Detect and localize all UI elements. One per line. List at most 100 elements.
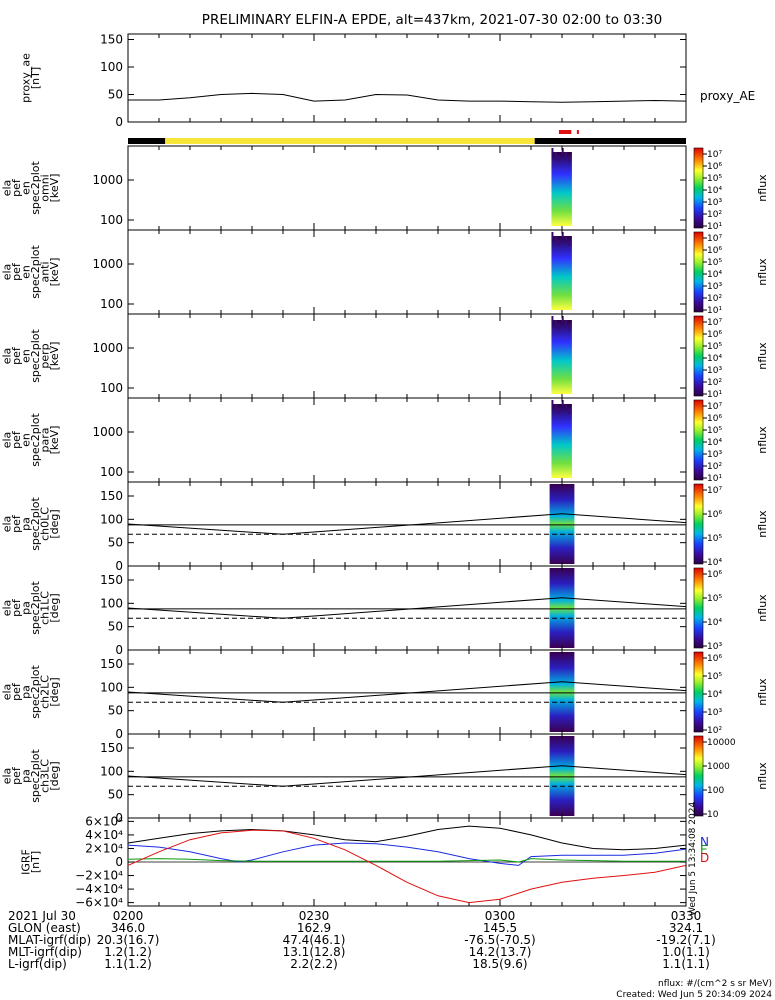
footer-label: GLON (east) <box>8 921 81 935</box>
y-axis-label: pa <box>19 685 32 699</box>
igrf-legend-n: N <box>700 835 709 849</box>
colorbar-tick-label: 10¹ <box>707 222 722 232</box>
colorbar-tick-label: 10⁴ <box>707 558 722 568</box>
footer-label: MLAT-igrf(dip) <box>8 933 91 947</box>
y-tick-label: −2×10⁴ <box>75 869 123 883</box>
pitch-angle-data <box>549 484 575 564</box>
y-axis-label: pef <box>10 682 23 701</box>
colorbar-tick-label: 10³ <box>707 282 722 292</box>
colorbar <box>693 735 704 817</box>
spectrogram-data <box>551 152 572 226</box>
igrf-series-line <box>127 825 687 851</box>
spectrogram-frame <box>127 397 687 483</box>
status-marker <box>576 130 579 134</box>
y-tick-label: 50 <box>108 536 123 550</box>
y-axis-label: pef <box>10 514 23 533</box>
spectrogram-speck <box>551 400 554 406</box>
colorbar <box>693 651 704 733</box>
loss-cone-line <box>127 597 687 619</box>
colorbar <box>693 567 704 649</box>
y-tick-label: 0 <box>115 643 123 657</box>
footer-value: 2.2(2.2) <box>290 957 338 971</box>
y-tick-label: 100 <box>100 381 123 395</box>
y-axis-label: pef <box>10 430 23 449</box>
colorbar-tick-label: 10³ <box>707 366 722 376</box>
spectrogram-speck <box>568 324 571 330</box>
y-tick-label: 150 <box>100 573 123 587</box>
y-axis-label: ela <box>0 768 13 785</box>
y-tick-label: 100 <box>100 297 123 311</box>
y-tick-label: 50 <box>108 88 123 102</box>
colorbar-tick-label: 10⁴ <box>707 618 722 628</box>
y-axis-label: perp <box>38 343 51 368</box>
footer-label: L-igrf(dip) <box>8 957 67 971</box>
colorbar-tick-label: 10⁴ <box>707 186 722 196</box>
colorbar-tick-label: 10⁶ <box>707 414 722 424</box>
spectrogram-speck <box>561 316 564 322</box>
spectrogram-speck <box>558 240 561 246</box>
footer-value: 14.2(13.7) <box>469 945 532 959</box>
colorbar-tick-label: 10⁵ <box>707 174 722 184</box>
y-axis-label: ch1LC <box>38 591 51 625</box>
status-segment <box>165 138 535 144</box>
spectrogram-speck <box>561 400 564 406</box>
y-axis-label: pef <box>10 598 23 617</box>
igrf-series-line <box>127 842 687 866</box>
colorbar-tick-label: 10¹ <box>707 474 722 484</box>
y-tick-label: 6×10⁴ <box>85 814 123 828</box>
colorbar-tick-label: 10⁷ <box>707 486 722 496</box>
colorbar-tick-label: 10⁷ <box>707 150 722 160</box>
footer-value: 18.5(9.6) <box>472 957 527 971</box>
y-tick-label: 150 <box>100 657 123 671</box>
y-axis-label: pa <box>19 517 32 531</box>
colorbar-tick-label: 10⁶ <box>707 570 722 580</box>
y-tick-label: 0 <box>115 115 123 129</box>
status-bar <box>128 130 686 144</box>
proxy-ae-legend: proxy_AE <box>700 89 755 103</box>
y-tick-label: 150 <box>100 489 123 503</box>
colorbar-tick-label: 10³ <box>707 642 722 652</box>
status-segment <box>128 138 166 144</box>
y-axis-label: spec2plot <box>29 497 42 551</box>
y-axis-label: en <box>19 265 32 279</box>
colorbar-tick-label: 10² <box>707 726 722 736</box>
y-axis-label: ela <box>0 264 13 281</box>
footer-value: 0330 <box>671 909 702 923</box>
y-axis-label: omni <box>38 174 51 201</box>
spectrogram-speck <box>558 156 561 162</box>
y-axis-label: spec2plot <box>29 329 42 383</box>
y-tick-label: 50 <box>108 704 123 718</box>
colorbar-tick-label: 10² <box>707 294 722 304</box>
y-axis-label: ch2LC <box>38 675 51 709</box>
y-tick-label: 50 <box>108 620 123 634</box>
colorbar-tick-label: 10⁵ <box>707 426 722 436</box>
colorbar-label: nflux <box>756 342 769 370</box>
footer-value: -76.5(-70.5) <box>464 933 535 947</box>
colorbar-tick-label: 10⁶ <box>707 330 722 340</box>
colorbar-label: nflux <box>756 594 769 622</box>
colorbar-tick-label: 10 <box>707 810 719 820</box>
footer-value: -19.2(7.1) <box>656 933 716 947</box>
pitch-angle-data <box>549 568 575 648</box>
spectrogram-data <box>551 320 572 394</box>
spectrogram-speck <box>554 236 557 242</box>
spectrogram-speck <box>558 324 561 330</box>
footer-label: 2021 Jul 30 <box>8 909 76 923</box>
y-tick-label: 4×10⁴ <box>85 828 123 842</box>
proxy-ae-panel: 150 100 50 0 proxy_ae[nT] proxy_AE <box>19 33 755 130</box>
spectrogram-speck <box>551 316 554 322</box>
colorbar-tick-label: 10000 <box>707 738 736 748</box>
y-axis-label: en <box>19 181 32 195</box>
colorbar <box>693 483 704 565</box>
spectrogram-frame <box>127 313 687 399</box>
y-axis-label: ch3LC <box>38 759 51 793</box>
y-axis-label: ela <box>0 516 13 533</box>
footer-value: 1.2(1.2) <box>104 945 152 959</box>
footer-value: 47.4(46.1) <box>283 933 346 947</box>
footer-table: 2021 Jul 30 GLON (east) MLAT-igrf(dip) M… <box>8 802 772 1000</box>
y-tick-label: 150 <box>100 741 123 755</box>
created-stamp: Created: Wed Jun 5 20:34:09 2024 <box>616 990 772 1000</box>
colorbar-tick-label: 10¹ <box>707 306 722 316</box>
